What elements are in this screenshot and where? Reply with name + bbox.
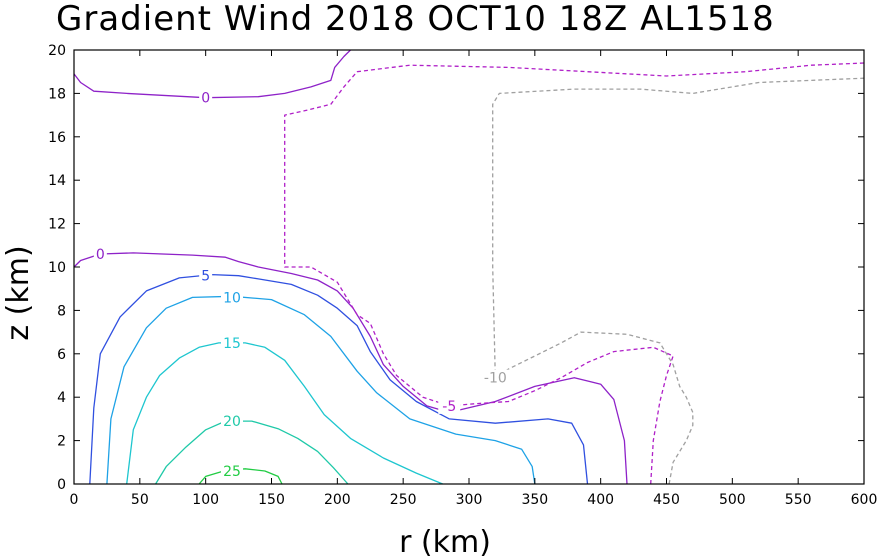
y-tick-label: 12	[48, 217, 66, 233]
x-tick-label: 250	[390, 492, 417, 508]
y-axis: 0 2 4 6 8 10 12 14 16 18 20	[48, 43, 864, 493]
contour-line-25-0	[198, 468, 283, 485]
y-tick-label: 0	[57, 477, 66, 493]
contour-label: -10	[484, 371, 507, 387]
contour-label-bg	[93, 245, 107, 262]
x-tick-label: 300	[456, 492, 483, 508]
contour-line-15-2	[126, 342, 443, 485]
plot-frame	[73, 49, 865, 485]
contour-label: 0	[201, 91, 210, 107]
y-tick-label: 10	[48, 260, 66, 276]
x-tick-label: 0	[70, 492, 79, 508]
contour-label-layer: 25 20 15 10 5 0 0 -5 -10	[93, 89, 511, 480]
y-axis-title: z (km)	[1, 245, 36, 340]
contour-label: 15	[223, 336, 241, 352]
contour-line-5-4	[89, 273, 589, 485]
x-tick-label: 50	[131, 492, 149, 508]
y-tick-label: 2	[57, 434, 66, 450]
x-tick-label: 500	[719, 492, 746, 508]
contour-layer	[73, 49, 865, 485]
x-axis: 0 50 100 150 200 250 300 350 400 450 500 550 600	[70, 50, 878, 508]
contour-line-neg5-7	[284, 62, 865, 485]
contour-label-bg	[438, 397, 461, 414]
x-tick-label: 150	[258, 492, 285, 508]
contour-label: 25	[223, 464, 241, 480]
x-tick-label: 600	[851, 492, 878, 508]
x-tick-label: 350	[521, 492, 548, 508]
contour-label-bg	[221, 462, 243, 479]
contour-label: 0	[96, 247, 105, 263]
contour-line-0-6	[73, 49, 351, 99]
y-tick-label: 16	[48, 130, 66, 146]
contour-line-20-1	[155, 420, 349, 485]
contour-label-bg	[221, 334, 243, 351]
contour-label-bg	[199, 89, 213, 106]
contour-line-neg10-8	[492, 77, 865, 485]
y-tick-label: 18	[48, 86, 66, 102]
y-tick-label: 6	[57, 347, 66, 363]
x-tick-label: 550	[785, 492, 812, 508]
y-tick-label: 14	[48, 173, 66, 189]
y-tick-label: 8	[57, 303, 66, 319]
y-tick-label: 4	[57, 390, 66, 406]
x-axis-title: r (km)	[399, 525, 491, 560]
contour-label-bg	[221, 413, 243, 430]
contour-label: 5	[201, 269, 210, 285]
x-tick-label: 100	[192, 492, 219, 508]
contour-line-10-3	[106, 295, 536, 485]
contour-label-bg	[199, 267, 213, 284]
contour-label: -5	[442, 399, 456, 415]
contour-label: 20	[223, 414, 241, 430]
contour-label: 10	[223, 290, 241, 306]
y-tick-label: 20	[48, 43, 66, 59]
chart-title: Gradient Wind 2018 OCT10 18Z AL1518	[56, 0, 775, 39]
contour-label-bg	[221, 289, 243, 306]
x-tick-label: 200	[324, 492, 351, 508]
contour-label-bg	[479, 369, 511, 386]
contour-line-0-5	[73, 252, 628, 485]
x-tick-label: 400	[587, 492, 614, 508]
x-tick-label: 450	[653, 492, 680, 508]
